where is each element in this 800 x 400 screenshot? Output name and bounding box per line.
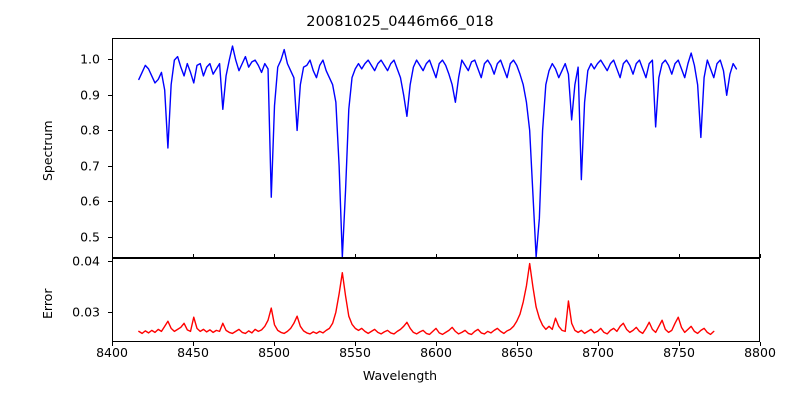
x-tick bbox=[760, 342, 762, 346]
x-tick-upper bbox=[355, 254, 357, 258]
spectrum-ytick bbox=[108, 130, 112, 132]
x-tick-upper bbox=[517, 254, 519, 258]
spectrum-y-axis-label: Spectrum bbox=[40, 120, 55, 182]
x-tick bbox=[355, 342, 357, 346]
x-tick-upper bbox=[679, 254, 681, 258]
x-tick-upper bbox=[436, 254, 438, 258]
chart-title: 20081025_0446m66_018 bbox=[306, 14, 494, 30]
x-tick-upper bbox=[112, 254, 114, 258]
spectrum-ytick-label: 0.5 bbox=[80, 229, 100, 245]
x-tick-label: 8500 bbox=[258, 345, 290, 360]
x-axis-label: Wavelength bbox=[362, 368, 438, 383]
spectrum-ytick bbox=[108, 236, 112, 238]
spectrum-ytick bbox=[108, 59, 112, 61]
spectrum-ytick-label: 0.8 bbox=[80, 122, 100, 138]
spectrum-ytick-label: 0.7 bbox=[80, 158, 100, 174]
x-tick-label: 8450 bbox=[177, 345, 209, 360]
x-tick bbox=[679, 342, 681, 346]
spectrum-line bbox=[139, 46, 737, 257]
x-tick-upper bbox=[274, 254, 276, 258]
error-ytick bbox=[108, 260, 112, 262]
spectrum-ytick bbox=[108, 94, 112, 96]
x-tick-label: 8650 bbox=[501, 345, 533, 360]
error-ytick bbox=[108, 312, 112, 314]
spectrum-ytick-label: 0.9 bbox=[80, 87, 100, 103]
x-tick-label: 8800 bbox=[744, 345, 776, 360]
error-ytick-label: 0.04 bbox=[72, 253, 100, 269]
x-tick-label: 8550 bbox=[339, 345, 371, 360]
x-tick bbox=[274, 342, 276, 346]
error-ytick-label: 0.03 bbox=[72, 304, 100, 320]
x-tick-upper bbox=[760, 254, 762, 258]
error-line bbox=[139, 264, 714, 335]
spectrum-ytick-label: 0.6 bbox=[80, 193, 100, 209]
x-tick-label: 8400 bbox=[96, 345, 128, 360]
x-tick bbox=[193, 342, 195, 346]
spectrum-ytick-label: 1.0 bbox=[80, 51, 100, 67]
spectrum-axes bbox=[112, 38, 760, 258]
x-tick-label: 8700 bbox=[582, 345, 614, 360]
x-tick bbox=[436, 342, 438, 346]
x-tick-label: 8600 bbox=[420, 345, 452, 360]
x-tick-upper bbox=[598, 254, 600, 258]
x-tick-upper bbox=[193, 254, 195, 258]
x-tick-label: 8750 bbox=[663, 345, 695, 360]
error-axes bbox=[112, 258, 760, 342]
x-tick bbox=[598, 342, 600, 346]
spectrum-plot-area bbox=[113, 39, 759, 257]
x-tick bbox=[517, 342, 519, 346]
error-plot-area bbox=[113, 259, 759, 341]
x-tick bbox=[112, 342, 114, 346]
spectrum-ytick bbox=[108, 201, 112, 203]
spectrum-ytick bbox=[108, 165, 112, 167]
